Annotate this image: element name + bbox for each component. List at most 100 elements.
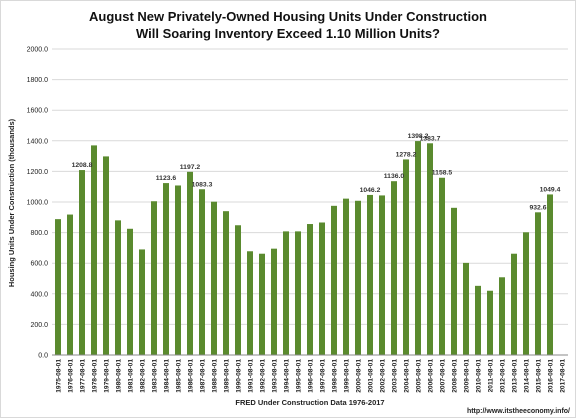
bar [295, 231, 301, 355]
bar [199, 189, 205, 355]
y-tick-label: 1000.0 [27, 200, 49, 207]
x-tick-label: 1994-08-01 [283, 359, 290, 393]
data-label: 1046.2 [360, 187, 381, 194]
x-tick-label: 1986-08-01 [187, 359, 194, 393]
x-tick-label: 2012-08-01 [499, 359, 506, 393]
bar [139, 249, 145, 355]
x-tick-label: 1987-08-01 [199, 359, 206, 393]
bar [79, 170, 85, 355]
x-tick-label: 1989-08-01 [223, 359, 230, 393]
x-tick-label: 1978-08-01 [91, 359, 98, 393]
bar [235, 225, 241, 355]
x-tick-label: 1984-08-01 [163, 359, 170, 393]
x-tick-label: 1976-08-01 [67, 359, 74, 393]
x-tick-label: 1992-08-01 [259, 359, 266, 393]
x-tick-label: 1995-08-01 [295, 359, 302, 393]
bar [259, 253, 265, 355]
y-tick-label: 400.0 [30, 291, 48, 298]
x-tick-label: 1982-08-01 [139, 359, 146, 393]
x-tick-label: 2017-08-01 [559, 359, 566, 393]
bar [103, 156, 109, 355]
x-tick-label: 2016-08-01 [547, 359, 554, 393]
bar [175, 185, 181, 355]
x-tick-label: 2013-08-01 [511, 359, 518, 393]
x-tick-label: 1997-08-01 [319, 359, 326, 393]
bar [151, 201, 157, 355]
data-label: 1278.2 [396, 151, 417, 158]
x-tick-label: 1993-08-01 [271, 359, 278, 393]
x-tick-label: 2006-08-01 [427, 359, 434, 393]
bar [535, 212, 541, 355]
x-tick-label: 2010-08-01 [475, 359, 482, 393]
source-url: http://www.itstheeconomy.info/ [467, 408, 570, 415]
y-tick-label: 1400.0 [27, 138, 49, 145]
x-tick-label: 1979-08-01 [103, 359, 110, 393]
bar [91, 145, 97, 355]
chart-subtitle: Will Soaring Inventory Exceed 1.10 Milli… [136, 26, 440, 41]
bar [307, 224, 313, 355]
x-tick-label: 1977-08-01 [79, 359, 86, 393]
bar [343, 198, 349, 355]
bar [487, 290, 493, 355]
bar [355, 200, 361, 355]
bar [379, 195, 385, 355]
x-tick-label: 1980-08-01 [115, 359, 122, 393]
x-tick-label: 2000-08-01 [355, 359, 362, 393]
bar [163, 183, 169, 355]
bar [403, 159, 409, 355]
bar [127, 228, 133, 355]
x-tick-label: 1988-08-01 [211, 359, 218, 393]
bar [187, 171, 193, 355]
x-tick-label: 2003-08-01 [391, 359, 398, 393]
data-label: 1158.5 [432, 170, 453, 177]
bar [331, 205, 337, 355]
data-label: 1197.2 [180, 164, 201, 171]
x-tick-label: 2007-08-01 [439, 359, 446, 393]
bar [391, 181, 397, 355]
data-label: 1398.2 [408, 133, 429, 140]
y-tick-label: 1600.0 [27, 108, 49, 115]
y-tick-label: 800.0 [30, 230, 48, 237]
bar [271, 248, 277, 355]
bar [511, 253, 517, 355]
bar [319, 222, 325, 355]
x-tick-label: 2002-08-01 [379, 359, 386, 393]
x-axis-ticks: 1975-08-01 1976-08-01 1977-08-01 1978-08-01… [55, 359, 566, 393]
y-tick-label: 200.0 [30, 322, 48, 329]
data-label: 1383.7 [420, 135, 441, 142]
bars [55, 141, 553, 355]
bar [223, 211, 229, 355]
bar [247, 251, 253, 355]
x-tick-label: 2004-08-01 [403, 359, 410, 393]
bar [115, 220, 121, 355]
gridlines [52, 48, 568, 325]
x-tick-label: 1990-08-01 [235, 359, 242, 393]
bar [211, 201, 217, 355]
bar [427, 143, 433, 355]
bar [499, 277, 505, 355]
bar [451, 207, 457, 355]
x-tick-label: 1991-08-01 [247, 359, 254, 393]
data-label: 932.6 [529, 204, 546, 211]
x-tick-label: 1981-08-01 [127, 359, 134, 393]
y-tick-label: 1200.0 [27, 169, 49, 176]
bar [415, 141, 421, 355]
x-tick-label: 2015-08-01 [535, 359, 542, 393]
x-tick-label: 1985-08-01 [175, 359, 182, 393]
y-axis-label: Housing Units Under Construction (thousa… [7, 118, 16, 287]
y-tick-label: 600.0 [30, 261, 48, 268]
chart-title: August New Privately-Owned Housing Units… [89, 9, 487, 24]
x-tick-label: 1996-08-01 [307, 359, 314, 393]
bar [523, 232, 529, 355]
x-tick-label: 1999-08-01 [343, 359, 350, 393]
data-label: 1083.3 [192, 181, 213, 188]
x-tick-label: 2001-08-01 [367, 359, 374, 393]
y-tick-label: 2000.0 [27, 47, 49, 54]
bar [283, 231, 289, 355]
x-tick-label: 2005-08-01 [415, 359, 422, 393]
x-tick-label: 1998-08-01 [331, 359, 338, 393]
x-tick-label: 2014-08-01 [523, 359, 530, 393]
x-tick-label: 2008-08-01 [451, 359, 458, 393]
